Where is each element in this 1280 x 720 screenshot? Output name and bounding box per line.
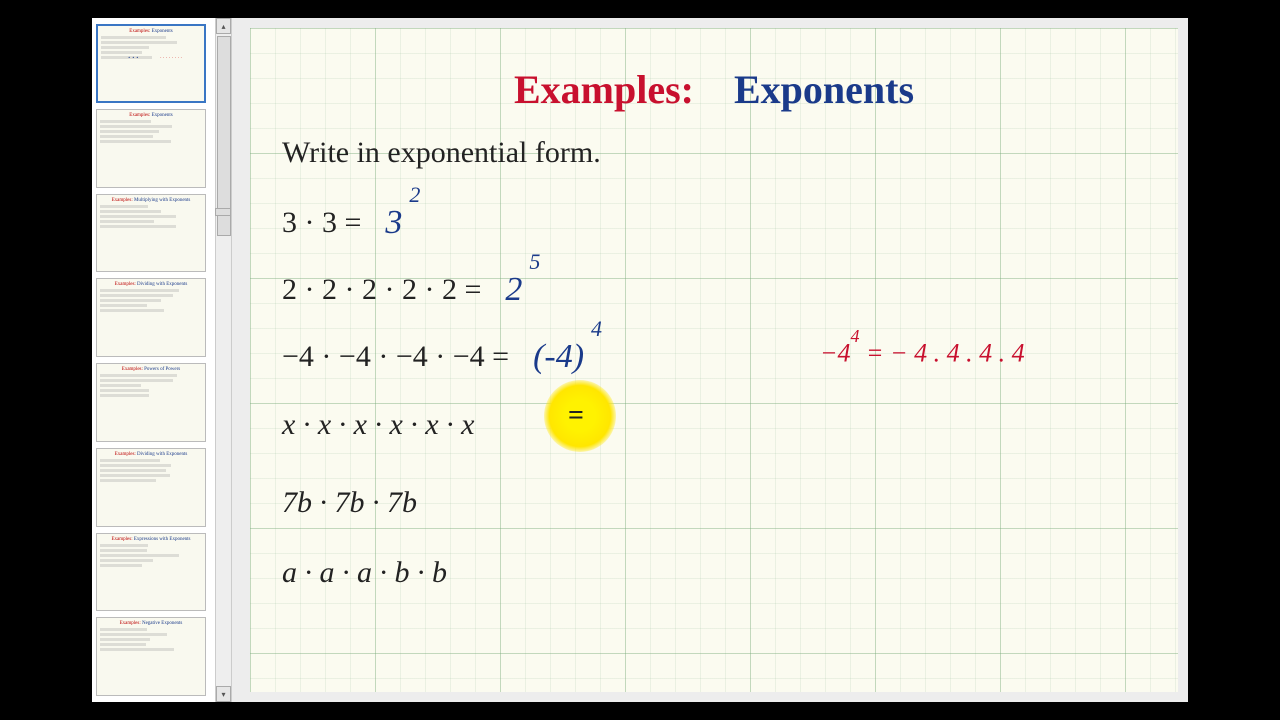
presentation-app: Examples: Exponents· · ·· · · · · · · ·E… (92, 18, 1188, 702)
scrollbar-mid-marker (215, 208, 231, 216)
equation-expression: 2 · 2 · 2 · 2 · 2 = (282, 273, 481, 307)
thumb-title: Examples: Expressions with Exponents (100, 537, 202, 542)
equation-expression: −4 · −4 · −4 · −4 = (282, 340, 509, 374)
slide-thumbnail[interactable]: Examples: Expressions with Exponents (96, 533, 206, 612)
equation-expression: 7b · 7b · 7b (282, 486, 417, 520)
answer-base: (-4) (533, 338, 584, 375)
red-annotation: −44 = − 4 . 4 . 4 . 4 (820, 336, 1025, 369)
scroll-down-button[interactable]: ▾ (216, 686, 231, 702)
equals-mark: = (568, 400, 584, 432)
slide-viewport: Examples: Exponents Write in exponential… (232, 18, 1188, 702)
answer-exponent: 2 (409, 182, 420, 208)
title-part1: Examples: (514, 67, 694, 112)
thumb-title: Examples: Multiplying with Exponents (100, 198, 202, 203)
scroll-up-button[interactable]: ▴ (216, 18, 231, 34)
slide-thumbnail[interactable]: Examples: Dividing with Exponents (96, 448, 206, 527)
thumb-title: Examples: Dividing with Exponents (100, 452, 202, 457)
equation-row: 2 · 2 · 2 · 2 · 2 = 25 (282, 271, 522, 309)
answer-exponent: 4 (591, 316, 602, 342)
slide-title: Examples: Exponents (250, 66, 1178, 113)
answer-base: 2 (505, 271, 522, 308)
slide-thumbnail[interactable]: Examples: Exponents (96, 109, 206, 188)
slide-prompt: Write in exponential form. (282, 136, 601, 170)
thumb-title: Examples: Dividing with Exponents (100, 282, 202, 287)
equation-expression: a · a · a · b · b (282, 556, 447, 590)
equation-row: x · x · x · x · x · x (282, 408, 474, 442)
thumb-title: Examples: Negative Exponents (100, 621, 202, 626)
red-rhs: = − 4 . 4 . 4 . 4 (866, 339, 1025, 368)
answer-base: 3 (385, 204, 402, 241)
equation-row: 7b · 7b · 7b (282, 486, 417, 520)
slide-thumbnail[interactable]: Examples: Powers of Powers (96, 363, 206, 442)
title-part2: Exponents (734, 67, 914, 112)
handwritten-answer: 32 (385, 204, 402, 242)
equation-row: −4 · −4 · −4 · −4 = (-4)4 (282, 338, 584, 376)
thumb-title: Examples: Exponents (101, 29, 201, 34)
thumb-title: Examples: Exponents (100, 113, 202, 118)
slide-thumbnails-panel: Examples: Exponents· · ·· · · · · · · ·E… (92, 18, 232, 702)
thumbnails-scrollbar[interactable]: ▴ ▾ (215, 18, 231, 702)
answer-exponent: 5 (529, 249, 540, 275)
equation-expression: x · x · x · x · x · x (282, 408, 474, 442)
red-lhs-exp: 4 (851, 326, 860, 346)
red-lhs-base: −4 (820, 339, 851, 368)
scrollbar-handle[interactable] (217, 36, 231, 236)
slide-thumbnail[interactable]: Examples: Dividing with Exponents (96, 278, 206, 357)
slide-thumbnail[interactable]: Examples: Multiplying with Exponents (96, 194, 206, 273)
handwritten-answer: 25 (505, 271, 522, 309)
slide-thumbnail[interactable]: Examples: Negative Exponents (96, 617, 206, 696)
handwritten-answer: (-4)4 (533, 338, 584, 376)
equation-row: a · a · a · b · b (282, 556, 447, 590)
equation-row: 3 · 3 = 32 (282, 204, 402, 242)
main-slide: Examples: Exponents Write in exponential… (250, 28, 1178, 692)
thumb-title: Examples: Powers of Powers (100, 367, 202, 372)
slide-thumbnail[interactable]: Examples: Exponents· · ·· · · · · · · · (96, 24, 206, 103)
equation-expression: 3 · 3 = (282, 206, 361, 240)
thumbnail-list: Examples: Exponents· · ·· · · · · · · ·E… (92, 18, 215, 702)
